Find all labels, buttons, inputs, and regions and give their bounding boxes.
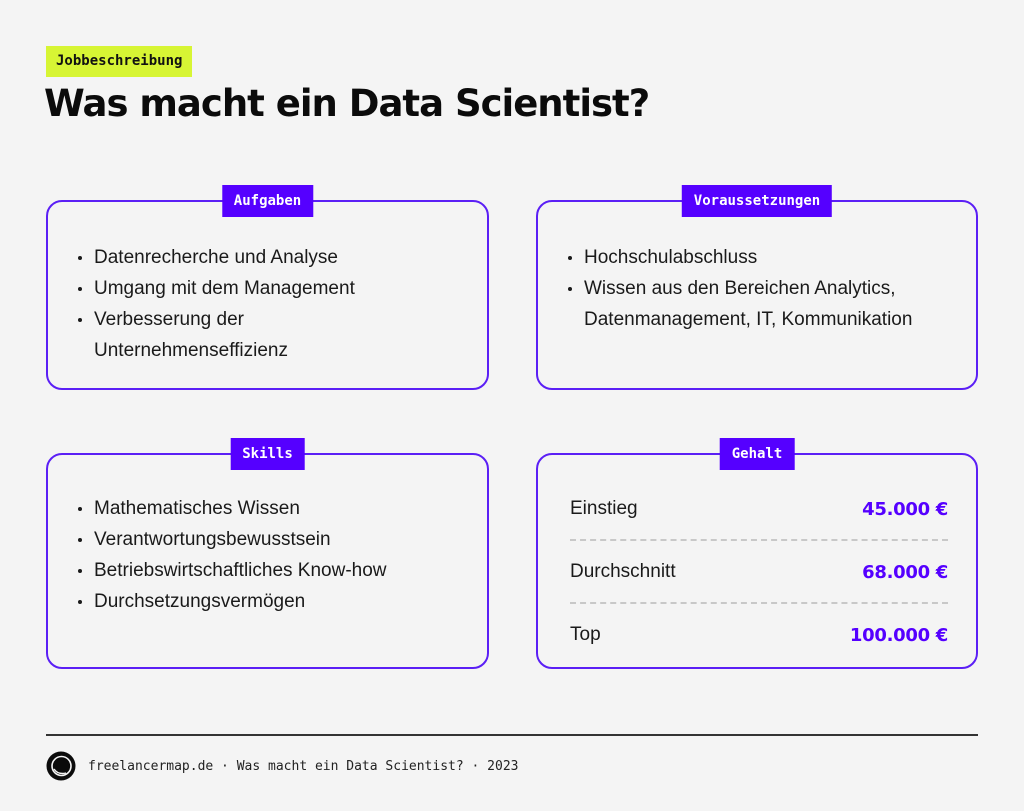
dashed-divider (570, 602, 948, 604)
list-item: Mathematisches Wissen (76, 493, 467, 524)
footer-divider (46, 734, 978, 736)
salary-row-top: Top 100.000 € (570, 613, 948, 657)
salary-value: 100.000 € (849, 624, 948, 646)
freelancermap-logo-icon (46, 751, 76, 781)
card-title-aufgaben: Aufgaben (221, 185, 314, 217)
list-item: Hochschulabschluss (566, 242, 956, 273)
card-voraussetzungen: Voraussetzungen Hochschulabschluss Wisse… (536, 185, 978, 390)
salary-label: Einstieg (570, 498, 638, 519)
list-item: Datenrecherche und Analyse (76, 242, 467, 273)
list-item: Wissen aus den Bereichen Analytics, Date… (566, 273, 916, 335)
dashed-divider (570, 539, 948, 541)
salary-row-einstieg: Einstieg 45.000 € (570, 487, 948, 531)
card-title-voraussetzungen: Voraussetzungen (681, 185, 833, 217)
card-gehalt: Gehalt Einstieg 45.000 € Durchschnitt 68… (536, 438, 978, 669)
list-item: Betriebswirtschaftliches Know-how (76, 555, 467, 586)
list-item: Umgang mit dem Management (76, 273, 467, 304)
aufgaben-list: Datenrecherche und Analyse Umgang mit de… (76, 242, 467, 366)
footer: freelancermap.de · Was macht ein Data Sc… (46, 751, 518, 781)
salary-label: Top (570, 624, 601, 645)
salary-value: 68.000 € (862, 561, 948, 583)
skills-list: Mathematisches Wissen Verantwortungsbewu… (76, 493, 467, 617)
salary-value: 45.000 € (862, 498, 948, 520)
card-title-gehalt: Gehalt (719, 438, 795, 470)
list-item: Verbesserung der Unternehmenseffizienz (76, 304, 306, 366)
page-title: Was macht ein Data Scientist? (44, 82, 650, 125)
salary-row-durchschnitt: Durchschnitt 68.000 € (570, 550, 948, 594)
card-aufgaben: Aufgaben Datenrecherche und Analyse Umga… (46, 185, 489, 390)
salary-table: Einstieg 45.000 € Durchschnitt 68.000 € … (570, 487, 948, 657)
category-tag: Jobbeschreibung (46, 46, 193, 77)
card-title-skills: Skills (230, 438, 305, 470)
footer-text: freelancermap.de · Was macht ein Data Sc… (88, 758, 519, 774)
card-skills: Skills Mathematisches Wissen Verantwortu… (46, 438, 489, 669)
voraussetzungen-list: Hochschulabschluss Wissen aus den Bereic… (566, 242, 956, 335)
list-item: Verantwortungsbewusstsein (76, 524, 467, 555)
salary-label: Durchschnitt (570, 561, 676, 582)
list-item: Durchsetzungsvermögen (76, 586, 467, 617)
